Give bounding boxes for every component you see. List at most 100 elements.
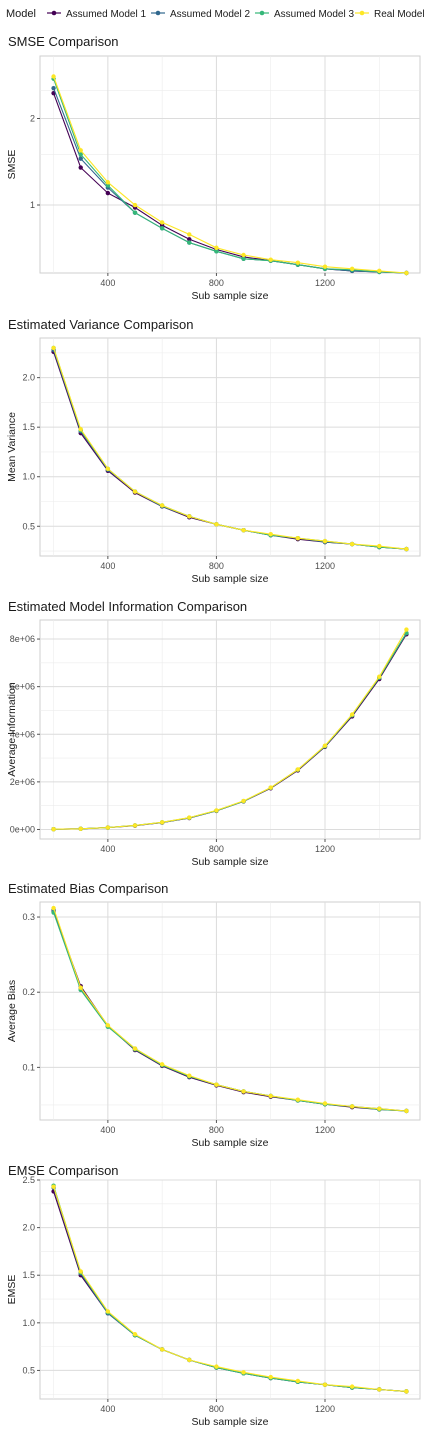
x-axis-label: Sub sample size <box>191 1416 268 1428</box>
data-point-real-model <box>404 270 409 276</box>
y-tick-label: 8e+06 <box>10 634 35 644</box>
y-tick-label: 1 <box>30 200 35 210</box>
data-point-real-model <box>268 257 273 262</box>
data-point-real-model <box>214 522 219 527</box>
y-tick-label: 1.0 <box>22 1318 35 1328</box>
data-point-real-model <box>159 503 165 508</box>
data-point-real-model <box>377 543 382 549</box>
data-point-real-model <box>187 1073 192 1078</box>
legend-item-label: Assumed Model 3 <box>274 9 354 20</box>
data-point-real-model <box>349 1384 355 1389</box>
legend-key-point <box>51 10 57 16</box>
plot-area <box>39 901 421 1121</box>
data-point-real-model <box>51 827 56 832</box>
y-axis-label: EMSE <box>6 1275 18 1305</box>
data-point-real-model <box>78 826 83 831</box>
chart-panel: EMSE Comparison 400 800 1200 0.5 1.0 1.5 2.0 2.5… <box>6 1163 421 1428</box>
chart-title: Estimated Model Information Comparison <box>8 599 247 614</box>
y-tick-label: 6e+06 <box>10 682 35 692</box>
data-point-real-model <box>404 627 409 632</box>
data-point-real-model <box>132 823 138 828</box>
data-point-real-model <box>241 1089 246 1094</box>
x-tick-label: 400 <box>100 561 115 571</box>
legend-key-point <box>359 10 365 16</box>
chart-panel: SMSE Comparison 400 800 1200 1 2 Sub sample si… <box>6 34 421 302</box>
data-point-real-model <box>78 426 83 432</box>
data-point-real-model <box>187 514 192 519</box>
data-point-assumed-model-2 <box>51 85 56 91</box>
data-point-real-model <box>322 264 328 269</box>
data-point-real-model <box>377 1387 382 1392</box>
data-point-real-model <box>295 260 301 265</box>
legend-key-point <box>155 10 161 16</box>
data-point-real-model <box>322 743 328 748</box>
y-axis-label: Mean Variance <box>6 412 18 482</box>
x-tick-label: 1200 <box>315 1404 335 1414</box>
x-tick-label: 800 <box>209 1125 224 1135</box>
chart-title: EMSE Comparison <box>8 1163 119 1178</box>
y-tick-label: 2.0 <box>22 1223 35 1233</box>
y-tick-label: 0.5 <box>22 521 35 531</box>
data-point-real-model <box>187 815 192 820</box>
data-point-assumed-model-3 <box>132 210 138 215</box>
data-point-real-model <box>132 1046 138 1051</box>
legend-item-assumed-model-1: Assumed Model 1 <box>47 9 146 20</box>
chart-title: Estimated Variance Comparison <box>8 317 193 332</box>
data-point-real-model <box>377 268 382 274</box>
data-point-real-model <box>268 532 273 537</box>
y-tick-label: 1.5 <box>22 1270 35 1280</box>
data-point-real-model <box>322 1382 328 1387</box>
data-point-assumed-model-3 <box>187 240 192 245</box>
data-point-real-model <box>295 1097 301 1102</box>
data-point-assumed-model-3 <box>78 152 83 157</box>
data-point-real-model <box>377 1106 382 1111</box>
data-point-assumed-model-2 <box>78 156 83 161</box>
data-point-real-model <box>105 180 111 185</box>
x-axis-label: Sub sample size <box>191 856 268 868</box>
legend-item-label: Assumed Model 2 <box>170 9 250 20</box>
data-point-real-model <box>214 1364 219 1369</box>
x-tick-label: 1200 <box>315 1125 335 1135</box>
y-tick-label: 1.5 <box>22 422 35 432</box>
data-point-assumed-model-3 <box>241 256 246 261</box>
data-point-real-model <box>132 202 138 208</box>
y-tick-label: 2.5 <box>22 1175 35 1185</box>
data-point-real-model <box>322 1101 328 1106</box>
y-tick-label: 1.0 <box>22 472 35 482</box>
x-axis-label: Sub sample size <box>191 1137 268 1149</box>
data-point-real-model <box>105 825 111 830</box>
data-point-real-model <box>241 798 246 804</box>
data-point-real-model <box>159 1062 165 1067</box>
plot-area <box>39 337 421 557</box>
legend-item-assumed-model-3: Assumed Model 3 <box>255 9 354 20</box>
data-point-real-model <box>241 1370 246 1375</box>
y-axis-label: Average Bias <box>6 980 18 1042</box>
x-axis-label: Sub sample size <box>191 290 268 302</box>
x-tick-label: 800 <box>209 561 224 571</box>
series-line-real-model <box>53 629 407 830</box>
data-point-assumed-model-1 <box>187 237 192 242</box>
chart-panel: Estimated Bias Comparison 400 800 1200 0.1 0.… <box>6 881 421 1149</box>
x-tick-label: 800 <box>209 278 224 288</box>
chart-title: SMSE Comparison <box>8 34 119 49</box>
y-tick-label: 0.5 <box>22 1365 35 1375</box>
data-point-real-model <box>51 345 56 351</box>
x-tick-label: 400 <box>100 1404 115 1414</box>
data-point-assumed-model-1 <box>105 190 111 196</box>
data-point-real-model <box>187 1357 192 1363</box>
data-point-real-model <box>159 820 165 825</box>
data-point-real-model <box>404 1389 409 1394</box>
data-point-real-model <box>105 1023 111 1028</box>
series-line-real-model <box>53 1186 407 1392</box>
y-axis-label: SMSE <box>6 150 18 180</box>
data-point-real-model <box>349 1104 355 1109</box>
data-point-real-model <box>159 1347 165 1352</box>
series-line-real-model <box>53 347 407 550</box>
x-tick-label: 1200 <box>315 844 335 854</box>
data-point-real-model <box>241 528 246 533</box>
chart-panel: Estimated Model Information Comparison 40… <box>6 599 421 868</box>
x-tick-label: 400 <box>100 1125 115 1135</box>
y-tick-label: 2 <box>30 114 35 124</box>
plot-area <box>39 55 421 274</box>
